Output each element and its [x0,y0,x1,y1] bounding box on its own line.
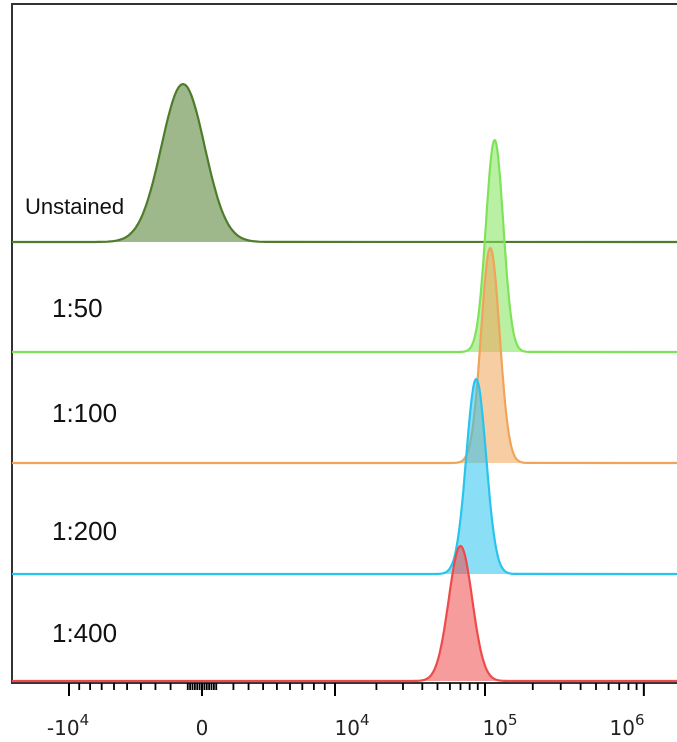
x-tick-label: 106 [610,711,645,740]
series-label: Unstained [25,194,124,219]
series-layer [12,82,677,683]
histogram-fill-5 [12,546,677,681]
x-tick-label: 105 [483,711,518,740]
x-tick-label: 104 [335,711,370,740]
histogram-fill-2 [12,140,677,352]
histogram-curve-4 [12,377,677,576]
histogram-curve-2 [12,138,677,354]
histogram-curve-1 [12,82,677,244]
series-label: 1:400 [52,618,117,648]
x-tick-label: 0 [196,716,209,740]
x-tick-label: -104 [47,711,89,740]
x-axis: -104 0 104 105 106 [47,683,645,740]
plot-border [11,3,677,684]
histogram-curve-5 [12,544,677,683]
series-label: 1:100 [52,398,117,428]
series-label: 1:50 [52,293,103,323]
plot-frame [11,3,677,684]
histogram-fill-1 [12,84,677,242]
histogram-fill-3 [12,248,677,463]
series-label: 1:200 [52,516,117,546]
series-labels: Unstained 1:50 1:100 1:200 1:400 [25,194,124,648]
histogram-curve-3 [12,246,677,465]
